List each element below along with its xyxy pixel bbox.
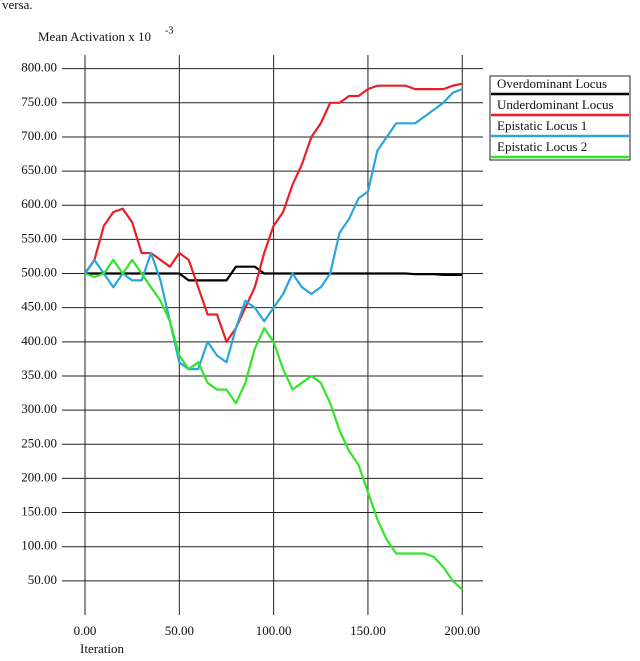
legend-label: Overdominant Locus (497, 76, 607, 91)
x-tick-label: 100.00 (256, 623, 292, 638)
series-line (84, 258, 464, 591)
x-tick-label: 150.00 (350, 623, 386, 638)
y-tick-label: 650.00 (21, 162, 57, 177)
y-tick-label: 300.00 (21, 401, 57, 416)
x-tick-label: 0.00 (74, 623, 97, 638)
y-tick-label: 50.00 (28, 572, 57, 587)
series-line (84, 88, 463, 371)
y-tick-label: 600.00 (21, 196, 57, 211)
y-tick-label: 350.00 (21, 367, 57, 382)
series-line (85, 265, 463, 282)
y-tick-label: 450.00 (21, 299, 57, 314)
series-line (84, 82, 463, 343)
legend-label: Underdominant Locus (497, 97, 614, 112)
caption-fragment: versa. (2, 0, 33, 12)
y-tick-label: 200.00 (21, 469, 57, 484)
y-tick-label: 800.00 (21, 60, 57, 75)
x-tick-label: 50.00 (165, 623, 194, 638)
y-tick-label: 250.00 (21, 435, 57, 450)
y-tick-label: 700.00 (21, 128, 57, 143)
x-axis-label: Iteration (80, 641, 125, 656)
legend-label: Epistatic Locus 1 (497, 118, 587, 133)
y-tick-label: 150.00 (21, 504, 57, 519)
legend-box (489, 75, 631, 161)
y-tick-label: 500.00 (21, 265, 57, 280)
y-axis-label: Mean Activation x 10 (38, 29, 151, 44)
y-axis-label-exponent: -3 (165, 25, 173, 36)
y-tick-label: 100.00 (21, 538, 57, 553)
legend-label: Epistatic Locus 2 (497, 139, 587, 154)
y-tick-label: 550.00 (21, 230, 57, 245)
y-tick-label: 400.00 (21, 333, 57, 348)
y-tick-label: 750.00 (21, 94, 57, 109)
x-tick-label: 200.00 (444, 623, 480, 638)
